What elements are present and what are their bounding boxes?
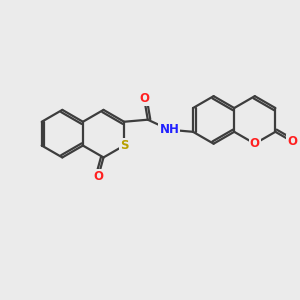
Text: O: O	[287, 135, 297, 148]
Text: O: O	[139, 92, 149, 105]
Text: S: S	[120, 139, 128, 152]
Text: NH: NH	[159, 123, 179, 136]
Text: O: O	[93, 170, 103, 183]
Text: O: O	[250, 137, 260, 150]
